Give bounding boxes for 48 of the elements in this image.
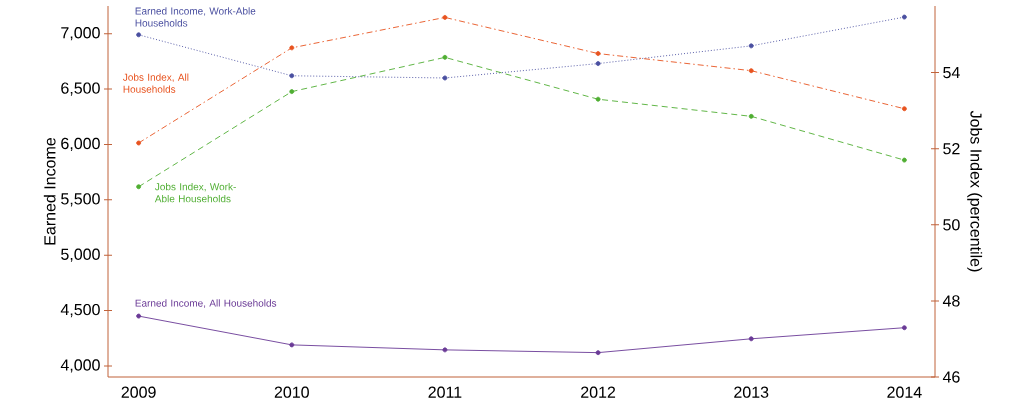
point <box>136 184 142 190</box>
y-tick-label: 6,500 <box>61 82 100 96</box>
point <box>136 313 142 319</box>
point <box>289 73 295 79</box>
point <box>595 51 601 57</box>
y2-tick-label: 50 <box>943 219 960 231</box>
point <box>442 75 448 81</box>
series-label: Earned Income, All Households <box>135 299 277 308</box>
point <box>595 350 601 356</box>
point <box>748 43 754 49</box>
x-tick-label: 2009 <box>121 386 156 398</box>
x-tick-label: 2011 <box>428 386 462 398</box>
point <box>442 14 448 20</box>
point <box>289 89 295 95</box>
point <box>442 347 448 353</box>
y-tick-label: 7,000 <box>61 27 100 41</box>
point <box>901 157 907 163</box>
y-axis-title: Earned Income <box>43 137 56 245</box>
point <box>442 54 448 60</box>
y2-tick-label: 48 <box>942 295 960 307</box>
y2-tick-label: 52 <box>943 143 960 155</box>
y-tick-label: 4,000 <box>60 359 100 373</box>
series-label: Jobs Index, All Households <box>122 73 189 93</box>
y2-tick-label: 46 <box>942 371 960 383</box>
series-label: Earned Income, Work-Able Households <box>135 7 256 27</box>
point <box>595 61 601 67</box>
y-tick-label: 4,500 <box>60 303 100 318</box>
point <box>748 113 754 119</box>
point <box>136 140 142 146</box>
series-label: Jobs Index, Work-Able Households <box>154 182 236 203</box>
point <box>748 336 754 342</box>
y-tick-label: 5,000 <box>61 248 100 262</box>
x-tick-label: 2010 <box>274 386 309 398</box>
point <box>901 14 907 20</box>
point <box>748 68 754 74</box>
y-tick-label: 6,000 <box>61 137 100 152</box>
x-tick-label: 2012 <box>581 386 616 398</box>
point <box>901 325 907 331</box>
y2-tick-label: 54 <box>943 67 960 79</box>
point <box>901 106 907 112</box>
point <box>136 32 142 38</box>
point <box>289 45 295 51</box>
y-tick-label: 5,500 <box>61 193 100 207</box>
point <box>289 342 295 348</box>
x-tick-label: 2014 <box>887 386 922 398</box>
point <box>595 96 601 102</box>
x-tick-label: 2013 <box>734 386 769 398</box>
y2-axis-title: Jobs Index (percentile) <box>967 110 983 272</box>
